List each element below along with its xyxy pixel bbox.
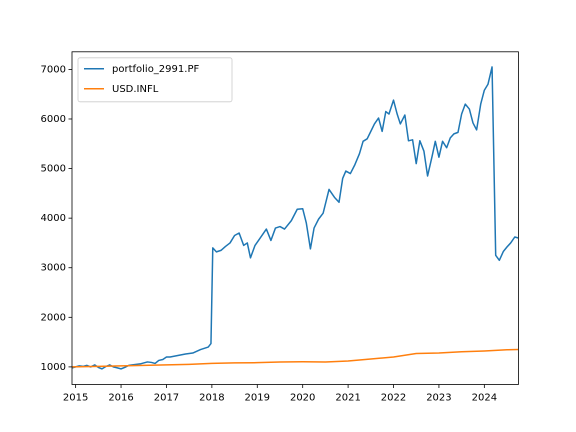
x-tick-label: 2020 — [290, 393, 315, 404]
x-tick-label: 2016 — [108, 393, 133, 404]
x-tick-label: 2018 — [199, 393, 224, 404]
y-tick-label: 1000 — [41, 362, 66, 373]
x-tick-label: 2021 — [335, 393, 360, 404]
y-tick-label: 4000 — [41, 213, 66, 224]
legend-label: USD.INFL — [112, 84, 159, 95]
legend: portfolio_2991.PF USD.INFL — [77, 57, 233, 103]
y-tick-label: 6000 — [41, 114, 66, 125]
data-line — [72, 66, 519, 370]
y-tick-label: 3000 — [41, 263, 66, 274]
x-tick-label: 2019 — [245, 393, 270, 404]
y-tick-label: 2000 — [41, 312, 66, 323]
x-tick-label: 2017 — [154, 393, 179, 404]
legend-label: portfolio_2991.PF — [112, 64, 199, 75]
legend-frame — [77, 57, 233, 103]
y-tick-label: 7000 — [41, 64, 66, 75]
x-tick-label: 2024 — [472, 393, 497, 404]
x-tick-label: 2023 — [426, 393, 451, 404]
data-line — [72, 348, 519, 368]
x-tick-label: 2022 — [381, 393, 406, 404]
y-tick-label: 5000 — [41, 164, 66, 175]
x-tick-label: 2015 — [63, 393, 88, 404]
